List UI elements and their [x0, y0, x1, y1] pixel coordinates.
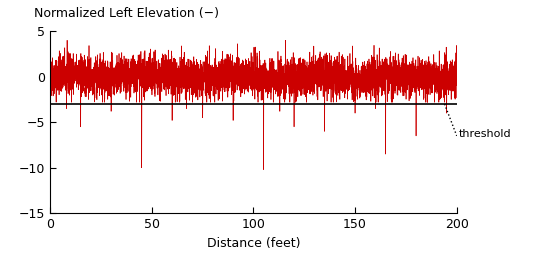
Text: threshold: threshold — [459, 129, 511, 139]
X-axis label: Distance (feet): Distance (feet) — [207, 237, 300, 250]
Text: Normalized Left Elevation (−): Normalized Left Elevation (−) — [34, 7, 219, 20]
